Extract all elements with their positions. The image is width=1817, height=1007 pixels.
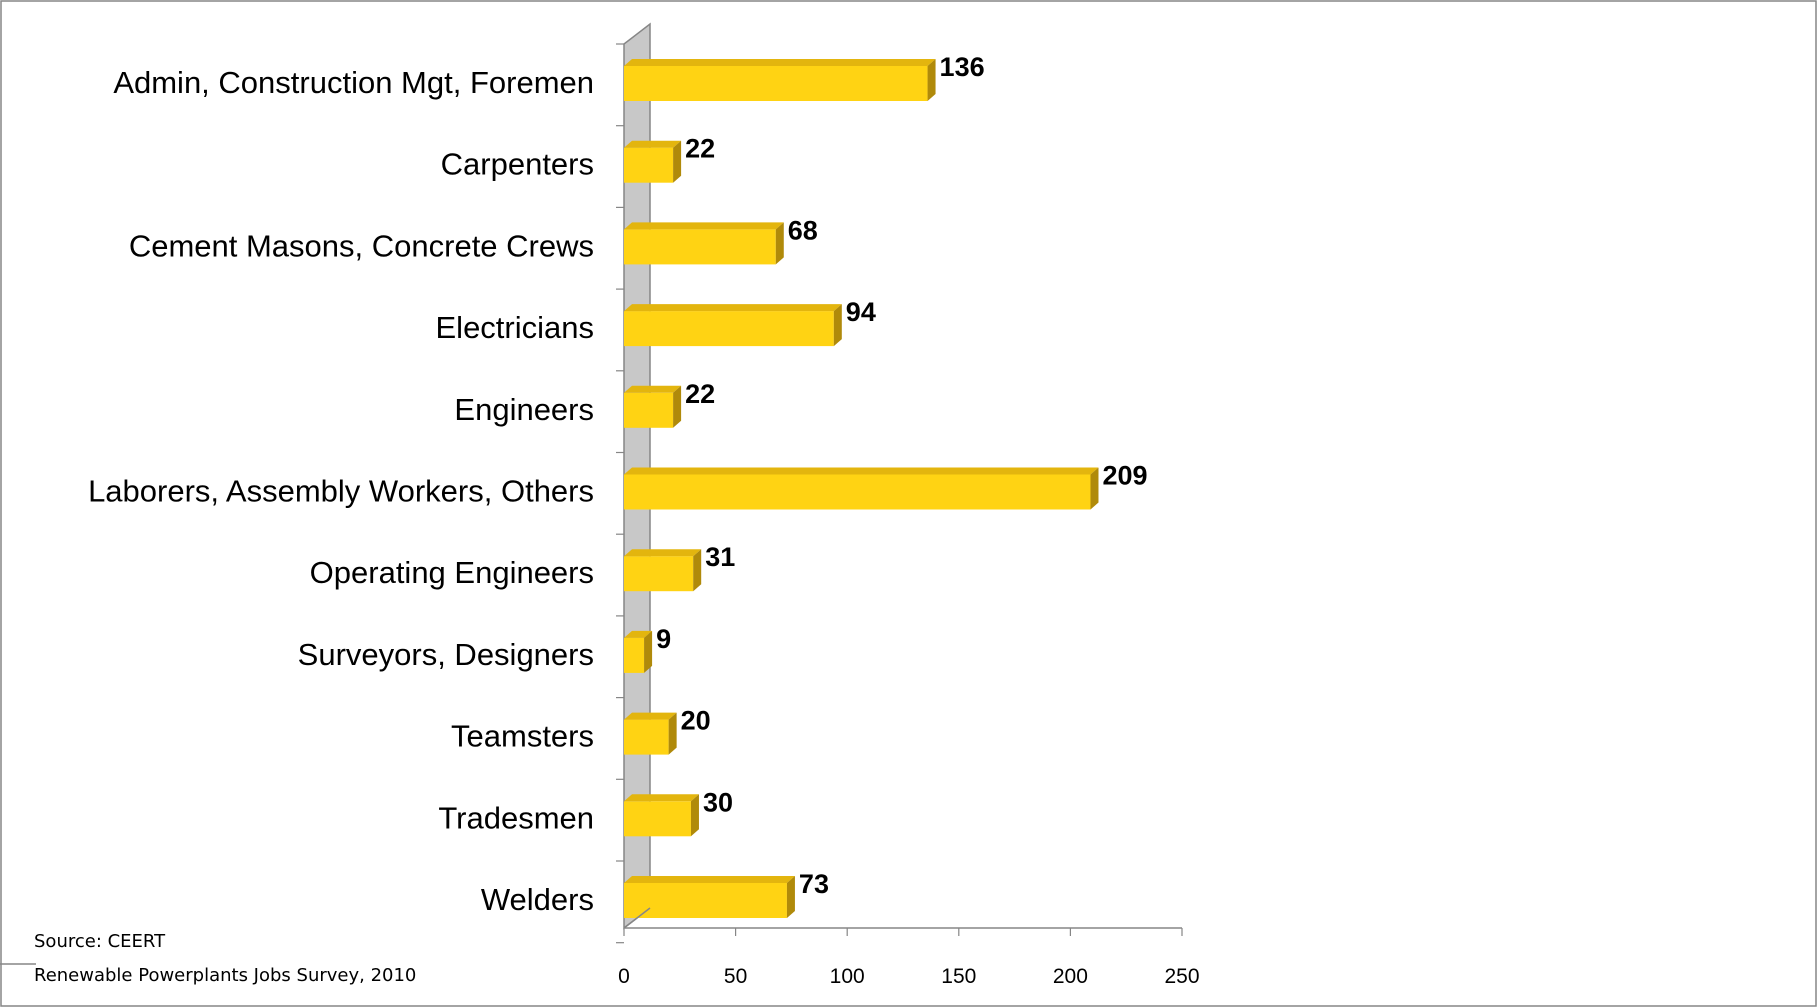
bar bbox=[624, 712, 677, 755]
bar bbox=[624, 549, 702, 592]
category-label: Surveyors, Designers bbox=[298, 637, 594, 672]
bar-face bbox=[624, 311, 834, 347]
bar-end bbox=[673, 385, 682, 428]
bar-end bbox=[693, 549, 702, 592]
bar bbox=[624, 304, 842, 347]
bar-top bbox=[624, 59, 936, 66]
x-tick-label: 0 bbox=[618, 965, 630, 988]
bar-end bbox=[833, 304, 842, 347]
bar-top bbox=[624, 467, 1099, 475]
x-tick-label: 150 bbox=[941, 965, 976, 988]
value-label: 94 bbox=[846, 297, 876, 327]
bar-face bbox=[624, 392, 674, 428]
bar bbox=[624, 794, 699, 837]
bar bbox=[624, 59, 936, 101]
bar-end bbox=[690, 794, 699, 837]
bar-end bbox=[786, 876, 795, 918]
bar-top bbox=[624, 712, 677, 720]
source-line-2: Renewable Powerplants Jobs Survey, 2010 bbox=[34, 965, 416, 986]
bar-face bbox=[624, 229, 776, 265]
bar-top bbox=[624, 385, 682, 393]
value-label: 31 bbox=[705, 542, 735, 572]
x-tick-label: 50 bbox=[724, 965, 747, 988]
value-label: 22 bbox=[685, 379, 715, 409]
x-tick-label: 250 bbox=[1164, 965, 1199, 988]
bar bbox=[624, 385, 682, 428]
value-label: 30 bbox=[703, 787, 733, 817]
bar-face bbox=[624, 147, 674, 183]
source-line-1: Source: CEERT bbox=[34, 931, 166, 952]
category-label: Admin, Construction Mgt, Foremen bbox=[113, 65, 594, 100]
category-label: Engineers bbox=[454, 392, 594, 427]
bar bbox=[624, 630, 653, 673]
category-label: Carpenters bbox=[441, 147, 594, 182]
bar-face bbox=[624, 556, 694, 592]
value-label: 9 bbox=[656, 624, 671, 654]
bar bbox=[624, 876, 795, 918]
value-label: 73 bbox=[799, 869, 829, 899]
bar bbox=[624, 467, 1099, 510]
category-label: Laborers, Assembly Workers, Others bbox=[88, 474, 594, 509]
bar-end bbox=[673, 140, 682, 183]
bar-face bbox=[624, 66, 928, 101]
bar-top bbox=[624, 140, 682, 148]
bar-end bbox=[644, 630, 653, 673]
bar-top bbox=[624, 876, 795, 883]
bar-top bbox=[624, 304, 842, 312]
bar-face bbox=[624, 637, 645, 673]
value-label: 136 bbox=[940, 52, 985, 82]
bar-end bbox=[927, 59, 936, 101]
value-label: 209 bbox=[1102, 461, 1147, 491]
x-tick-label: 100 bbox=[830, 965, 865, 988]
bar-top bbox=[624, 549, 702, 557]
value-label: 68 bbox=[788, 215, 818, 245]
x-axis-depth-line bbox=[623, 907, 651, 929]
bar-top bbox=[624, 794, 699, 802]
bar-end bbox=[1090, 467, 1099, 510]
category-label: Electricians bbox=[436, 310, 595, 345]
category-label: Tradesmen bbox=[438, 800, 594, 835]
bar-face bbox=[624, 719, 669, 755]
bar-end bbox=[775, 222, 784, 265]
value-label: 22 bbox=[685, 134, 715, 164]
category-label: Welders bbox=[481, 882, 594, 917]
bar-top bbox=[624, 222, 784, 230]
value-label: 20 bbox=[681, 706, 711, 736]
bar-end bbox=[668, 712, 677, 755]
bar-top bbox=[624, 630, 653, 638]
bar-face bbox=[624, 801, 691, 837]
bar-face bbox=[624, 883, 787, 918]
category-label: Teamsters bbox=[451, 719, 594, 754]
bar bbox=[624, 222, 784, 265]
category-label: Operating Engineers bbox=[310, 555, 594, 590]
bar-face bbox=[624, 474, 1091, 510]
x-tick-label: 200 bbox=[1053, 965, 1088, 988]
bar bbox=[624, 140, 682, 183]
category-label: Cement Masons, Concrete Crews bbox=[129, 228, 594, 263]
